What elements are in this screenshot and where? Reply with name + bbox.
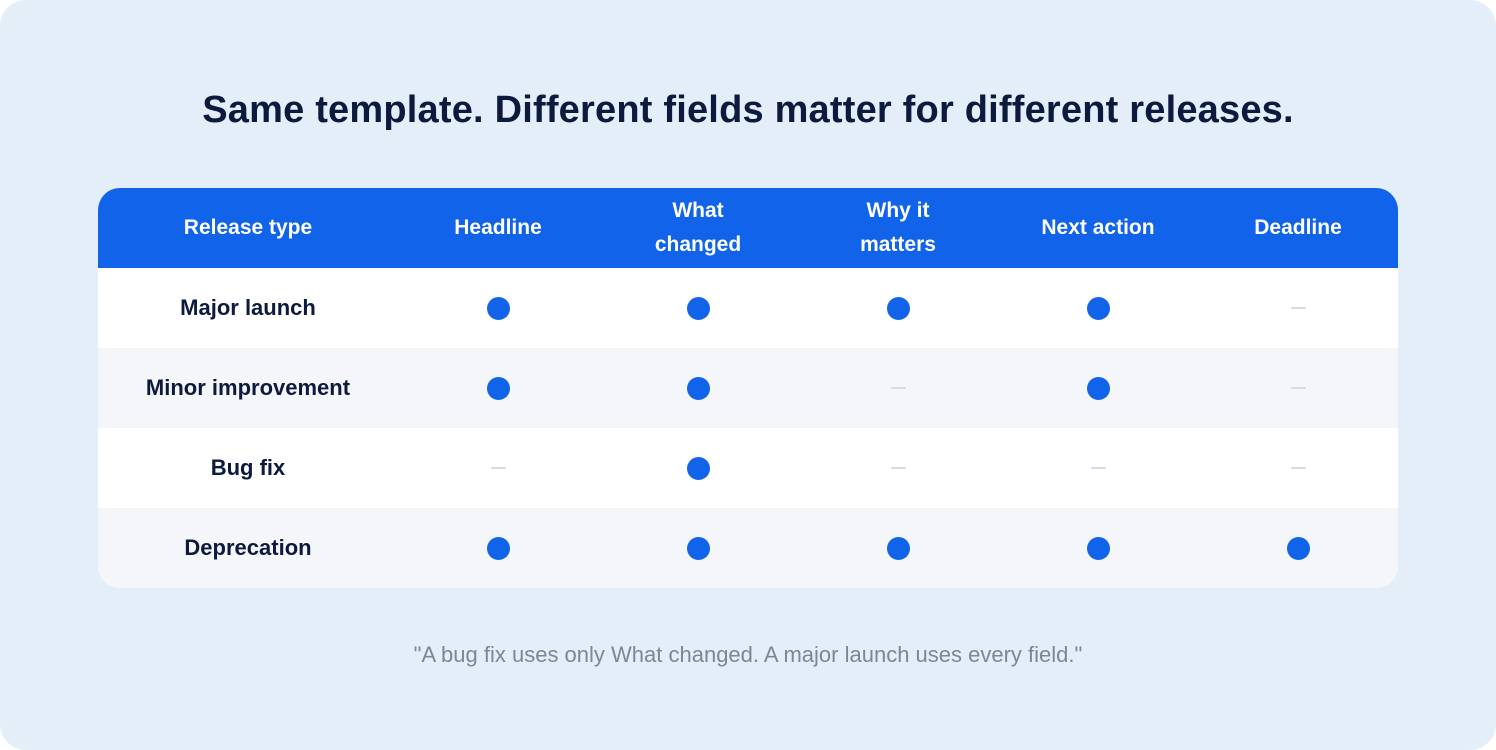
column-header-label: Why it matters: [860, 199, 936, 256]
table-row: Minor improvement: [98, 348, 1398, 428]
field-cell: [798, 268, 998, 348]
field-cell: [998, 428, 1198, 508]
field-unused-dash: [890, 467, 906, 469]
row-label: Bug fix: [210, 455, 286, 480]
field-cell: [598, 428, 798, 508]
column-header-label: Deadline: [1254, 216, 1342, 239]
field-cell: [798, 348, 998, 428]
field-used-dot: [486, 296, 510, 320]
table-row: Deprecation: [98, 508, 1398, 588]
field-cell: [998, 268, 1198, 348]
field-used-dot: [886, 536, 910, 560]
field-unused-dash: [890, 387, 906, 389]
column-header-label: What changed: [654, 199, 742, 256]
column-header-why-it-matters: Why it matters: [798, 188, 998, 268]
page-title: Same template. Different fields matter f…: [202, 89, 1294, 131]
field-cell: [798, 508, 998, 588]
field-cell: [598, 268, 798, 348]
field-cell: [1198, 508, 1398, 588]
field-cell: [998, 508, 1198, 588]
field-cell: [398, 508, 598, 588]
field-cell: [598, 348, 798, 428]
row-label: Minor improvement: [145, 375, 351, 400]
field-used-dot: [486, 536, 510, 560]
field-cell: [598, 508, 798, 588]
field-cell: [998, 348, 1198, 428]
field-unused-dash: [1290, 467, 1306, 469]
row-label: Deprecation: [184, 535, 312, 560]
column-header-next-action: Next action: [998, 188, 1198, 268]
field-used-dot: [1286, 536, 1310, 560]
field-cell: [1198, 268, 1398, 348]
column-header-label: Release type: [183, 216, 313, 239]
field-used-dot: [886, 296, 910, 320]
field-cell: [398, 428, 598, 508]
field-unused-dash: [1090, 467, 1106, 469]
row-label: Major launch: [180, 295, 316, 320]
field-used-dot: [686, 456, 710, 480]
field-cell: [398, 348, 598, 428]
field-used-dot: [686, 296, 710, 320]
field-cell: [1198, 428, 1398, 508]
column-header-headline: Headline: [398, 188, 598, 268]
field-used-dot: [1086, 296, 1110, 320]
column-header-release-type: Release type: [98, 188, 398, 268]
field-cell: [1198, 348, 1398, 428]
table-row: Bug fix: [98, 428, 1398, 508]
column-header-deadline: Deadline: [1198, 188, 1398, 268]
column-header-label: Next action: [1041, 216, 1155, 239]
column-header-label: Headline: [454, 216, 542, 239]
release-fields-table: Release type Headline What changed Why i…: [98, 188, 1398, 588]
table-row: Major launch: [98, 268, 1398, 348]
field-used-dot: [686, 376, 710, 400]
field-used-dot: [1086, 536, 1110, 560]
field-unused-dash: [1290, 387, 1306, 389]
column-header-what-changed: What changed: [598, 188, 798, 268]
field-used-dot: [1086, 376, 1110, 400]
field-cell: [798, 428, 998, 508]
table-header-row: Release type Headline What changed Why i…: [98, 188, 1398, 268]
field-used-dot: [486, 376, 510, 400]
field-unused-dash: [490, 467, 506, 469]
footnote-quote: "A bug fix uses only What changed. A maj…: [413, 642, 1083, 667]
field-unused-dash: [1290, 307, 1306, 309]
field-used-dot: [686, 536, 710, 560]
field-cell: [398, 268, 598, 348]
